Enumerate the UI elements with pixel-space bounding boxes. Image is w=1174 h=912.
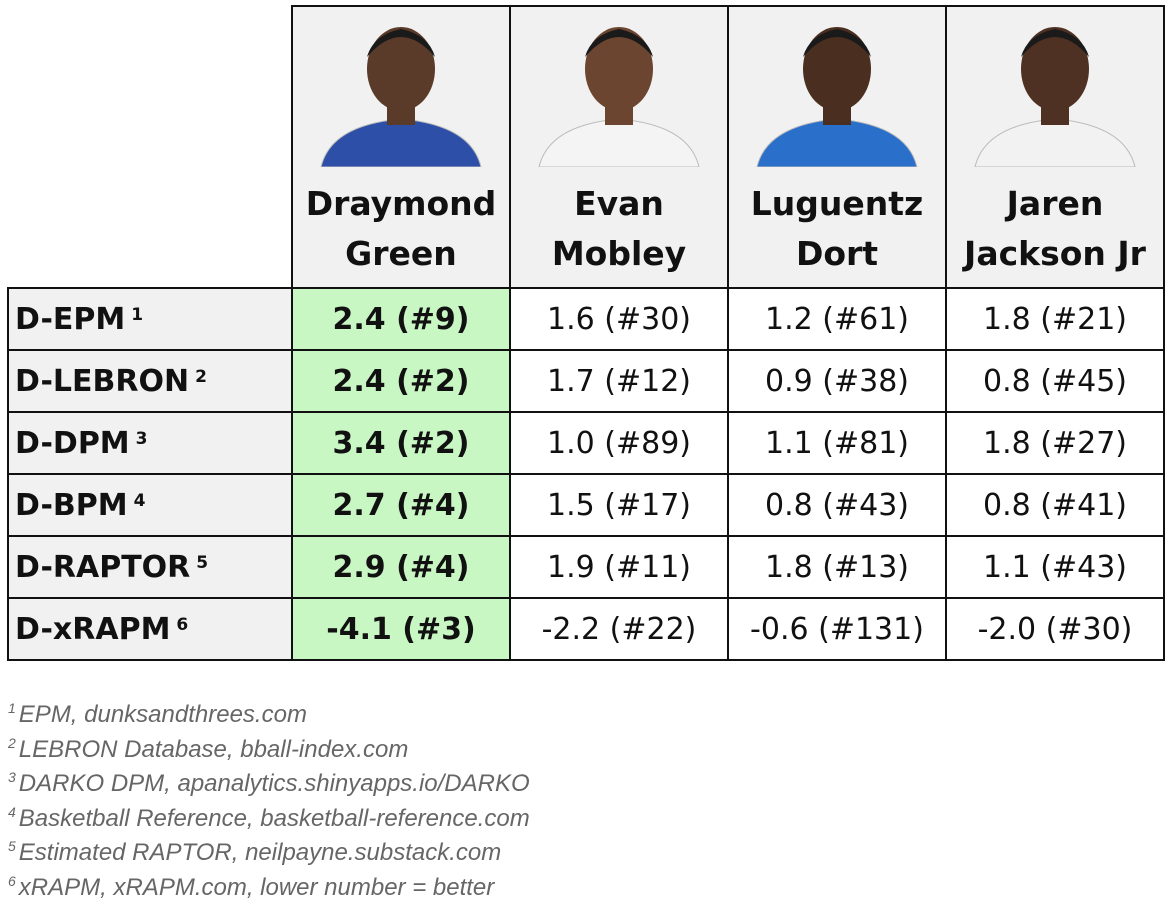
- player-photo: [756, 27, 918, 167]
- player-photo: [974, 27, 1136, 167]
- player-name: Evan Mobley: [552, 179, 686, 279]
- value-cell: 1.6 (#30): [509, 287, 729, 351]
- footnote: 5 Estimated RAPTOR, neilpayne.substack.co…: [8, 838, 501, 867]
- value-cell: 1.5 (#17): [509, 473, 729, 537]
- footnote-text: Estimated RAPTOR, neilpayne.substack.com: [18, 839, 502, 866]
- player-first-name: Luguentz: [750, 184, 924, 223]
- footnote: 2 LEBRON Database, bball-index.com: [8, 735, 408, 764]
- value-cell: 0.8 (#41): [945, 473, 1165, 537]
- footnote-mark: 4: [8, 803, 16, 820]
- row-label: D-BPM 4: [7, 473, 293, 537]
- value-cell: 0.8 (#45): [945, 349, 1165, 413]
- value-cell: -4.1 (#3): [291, 597, 511, 661]
- value-cell: 2.7 (#4): [291, 473, 511, 537]
- value-cell: 1.8 (#13): [727, 535, 947, 599]
- value-cell: 1.8 (#27): [945, 411, 1165, 475]
- player-photo: [538, 27, 700, 167]
- value-cell: 1.1 (#43): [945, 535, 1165, 599]
- footnote-ref: 6: [176, 615, 189, 635]
- value-cell: 0.9 (#38): [727, 349, 947, 413]
- footnote-ref: 4: [133, 491, 146, 511]
- player-first-name: Draymond: [305, 184, 497, 223]
- player-last-name: Dort: [795, 234, 879, 273]
- footnote-text: DARKO DPM, apanalytics.shinyapps.io/DARK…: [18, 770, 530, 797]
- row-label: D-EPM 1: [7, 287, 293, 351]
- row-label: D-DPM 3: [7, 411, 293, 475]
- player-header: Evan Mobley: [509, 5, 729, 289]
- footnote-text: Basketball Reference, basketball-referen…: [18, 804, 530, 832]
- value-cell: -2.2 (#22): [509, 597, 729, 661]
- footnote-ref: 5: [196, 553, 209, 573]
- value-cell: 1.8 (#21): [945, 287, 1165, 351]
- footnote-text: xRAPM, xRAPM.com, lower number = better: [18, 873, 495, 901]
- value-cell: 3.4 (#2): [291, 411, 511, 475]
- row-label: D-RAPTOR 5: [7, 535, 293, 599]
- row-label: D-LEBRON 2: [7, 349, 293, 413]
- player-first-name: Jaren: [1006, 184, 1104, 223]
- metric-name: D-LEBRON: [15, 363, 190, 399]
- player-header: Jaren Jackson Jr: [945, 5, 1165, 289]
- footnote-ref: 1: [131, 305, 144, 325]
- player-last-name: Jackson Jr: [964, 234, 1146, 273]
- footnote-ref: 2: [195, 367, 207, 387]
- value-cell: -2.0 (#30): [945, 597, 1165, 661]
- footnote-text: LEBRON Database, bball-index.com: [18, 735, 409, 763]
- metric-name: D-EPM: [15, 301, 126, 337]
- player-header: Luguentz Dort: [727, 5, 947, 289]
- footnote-mark: 3: [8, 769, 16, 785]
- metric-name: D-RAPTOR: [15, 549, 191, 585]
- value-cell: 1.9 (#11): [509, 535, 729, 599]
- footnote-mark: 5: [8, 838, 16, 854]
- value-cell: 1.0 (#89): [509, 411, 729, 475]
- row-label: D-xRAPM 6: [7, 597, 293, 661]
- value-cell: 1.1 (#81): [727, 411, 947, 475]
- footnote: 6 xRAPM, xRAPM.com, lower number = better: [8, 873, 494, 902]
- footnote-mark: 1: [8, 700, 16, 716]
- player-last-name: Green: [345, 234, 457, 273]
- footnote-ref: 3: [135, 429, 148, 449]
- player-photo: [320, 27, 482, 167]
- value-cell: 1.2 (#61): [727, 287, 947, 351]
- player-name: Draymond Green: [306, 179, 497, 279]
- value-cell: 1.7 (#12): [509, 349, 729, 413]
- footnote: 3 DARKO DPM, apanalytics.shinyapps.io/DAR…: [8, 769, 530, 798]
- value-cell: 0.8 (#43): [727, 473, 947, 537]
- footnote: 4 Basketball Reference, basketball-refere…: [8, 804, 530, 833]
- metric-name: D-BPM: [15, 487, 128, 523]
- footnote: 1 EPM, dunksandthrees.com: [8, 700, 307, 729]
- value-cell: 2.9 (#4): [291, 535, 511, 599]
- value-cell: -0.6 (#131): [727, 597, 947, 661]
- footnote-text: EPM, dunksandthrees.com: [18, 701, 307, 728]
- player-header: Draymond Green: [291, 5, 511, 289]
- value-cell: 2.4 (#9): [291, 287, 511, 351]
- player-last-name: Mobley: [551, 234, 687, 273]
- metric-name: D-xRAPM: [15, 611, 171, 647]
- player-name: Luguentz Dort: [751, 179, 924, 279]
- footnote-mark: 6: [8, 872, 16, 889]
- footnote-mark: 2: [8, 734, 16, 751]
- value-cell: 2.4 (#2): [291, 349, 511, 413]
- player-first-name: Evan: [574, 184, 664, 223]
- player-name: Jaren Jackson Jr: [964, 179, 1146, 279]
- metric-name: D-DPM: [15, 425, 130, 461]
